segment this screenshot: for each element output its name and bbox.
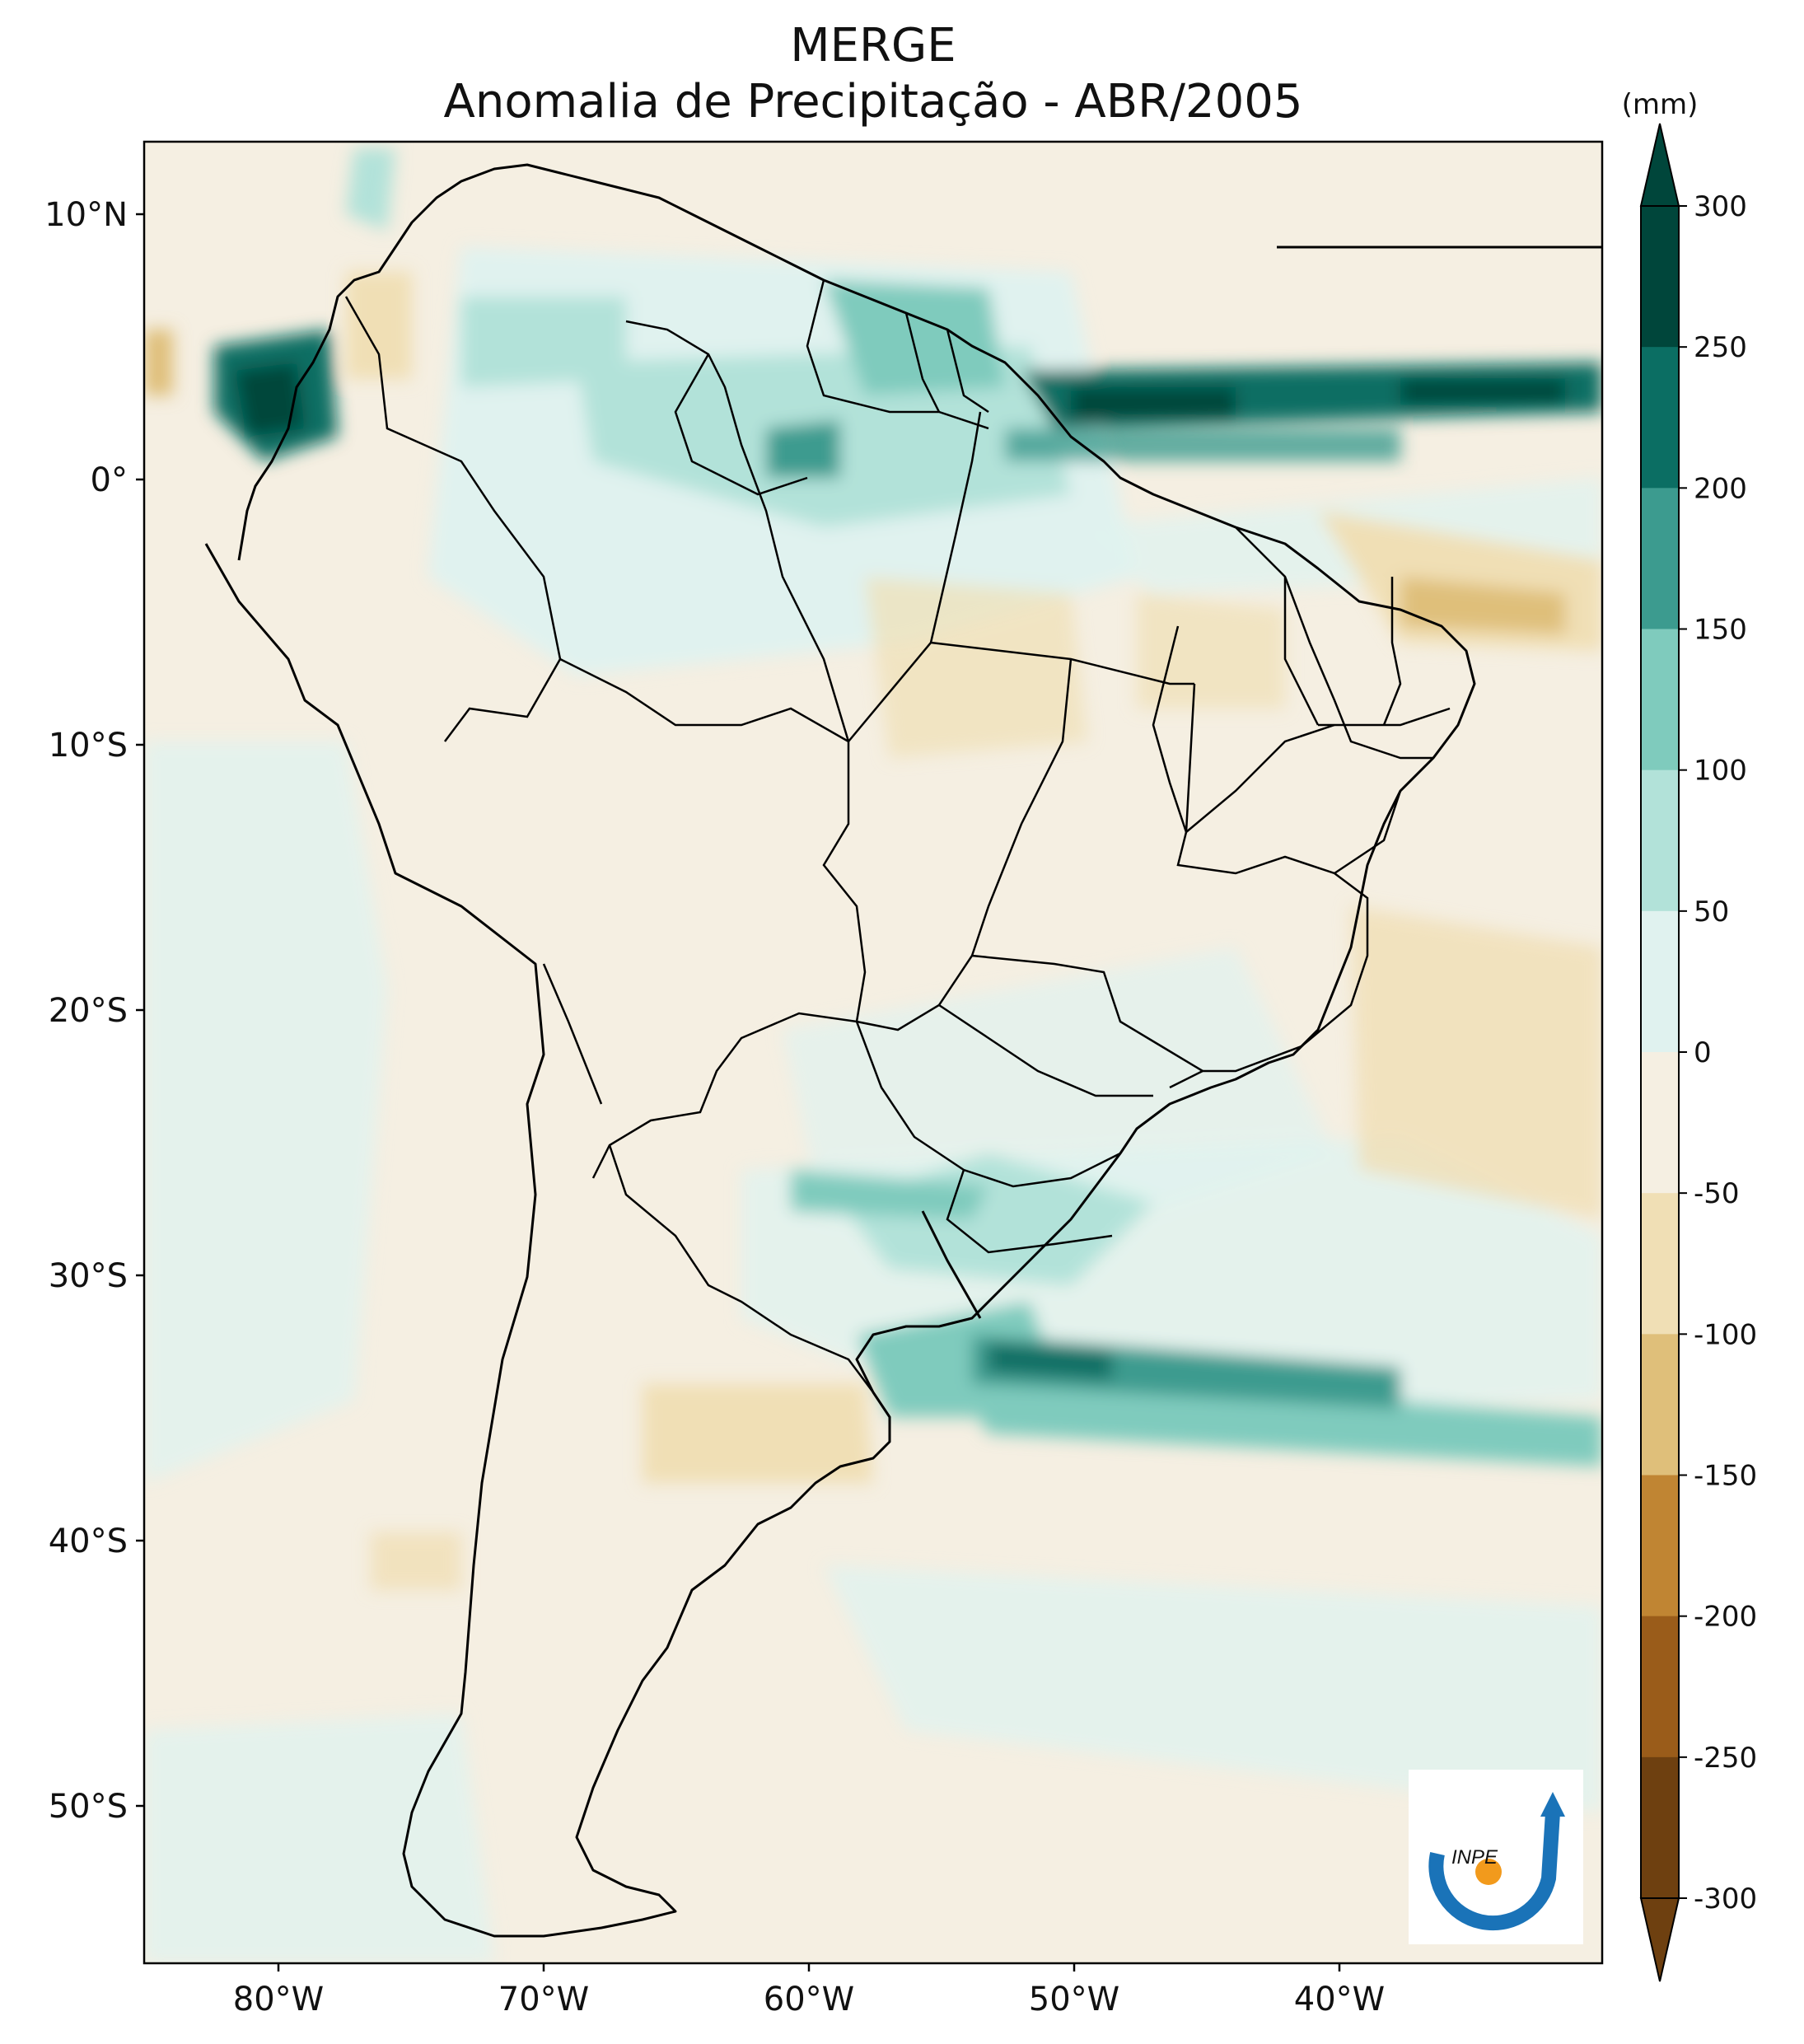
colorbar-tick-label: 300 xyxy=(1694,190,1747,223)
colorbar-tick-label: -200 xyxy=(1694,1601,1757,1634)
map-plot-area xyxy=(144,142,1602,1963)
colorbar-band xyxy=(1641,1616,1679,1758)
colorbar-tick-label: -50 xyxy=(1694,1177,1740,1210)
colorbar-band xyxy=(1641,911,1679,1053)
precipitation-map: 10°N 0° 10°S 20°S 30°S 40°S 50°S 80°W 70… xyxy=(0,0,1804,2044)
colorbar-tick-label: -150 xyxy=(1694,1460,1757,1493)
colorbar-tick-label: 100 xyxy=(1694,755,1747,788)
lat-label-20s: 20°S xyxy=(49,992,128,1030)
colorbar-band xyxy=(1641,488,1679,629)
lon-label-70w: 70°W xyxy=(498,1981,589,2018)
colorbar-band xyxy=(1641,347,1679,489)
lat-label-50s: 50°S xyxy=(49,1788,128,1826)
colorbar-band xyxy=(1641,1052,1679,1194)
lat-label-30s: 30°S xyxy=(49,1257,128,1295)
logo-text: INPE xyxy=(1451,1846,1498,1869)
colorbar-band xyxy=(1641,629,1679,771)
colorbar-tick-label: -300 xyxy=(1694,1883,1757,1915)
colorbar-tick-label: -100 xyxy=(1694,1318,1757,1351)
lat-label-40s: 40°S xyxy=(49,1522,128,1560)
lon-label-40w: 40°W xyxy=(1294,1981,1385,2018)
colorbar-tick-label: 0 xyxy=(1694,1036,1712,1069)
colorbar-band xyxy=(1641,206,1679,348)
lon-label-50w: 50°W xyxy=(1029,1981,1119,2018)
colorbar-extend-max xyxy=(1641,124,1679,206)
colorbar: 300 250 200 150 100 50 0 -50 -100 -150 -200 -250 -30… xyxy=(1641,124,1757,1981)
lat-label-10n: 10°N xyxy=(44,196,128,234)
colorbar-band xyxy=(1641,1757,1679,1899)
colorbar-extend-min xyxy=(1641,1898,1679,1981)
lon-label-60w: 60°W xyxy=(764,1981,854,2018)
colorbar-band xyxy=(1641,1193,1679,1335)
colorbar-tick-label: 50 xyxy=(1694,896,1729,928)
colorbar-tick-label: -250 xyxy=(1694,1742,1757,1775)
colorbar-tick-label: 250 xyxy=(1694,331,1747,364)
lat-label-0: 0° xyxy=(91,461,128,499)
colorbar-tick-label: 150 xyxy=(1694,614,1747,647)
colorbar-band xyxy=(1641,1476,1679,1617)
colorbar-tick-label: 200 xyxy=(1694,472,1747,505)
lat-label-10s: 10°S xyxy=(49,727,128,765)
colorbar-band xyxy=(1641,770,1679,912)
inpe-logo: INPE xyxy=(1409,1770,1583,1944)
colorbar-band xyxy=(1641,1334,1679,1476)
colorbar-unit: (mm) xyxy=(1622,88,1699,121)
lon-label-80w: 80°W xyxy=(233,1981,324,2018)
